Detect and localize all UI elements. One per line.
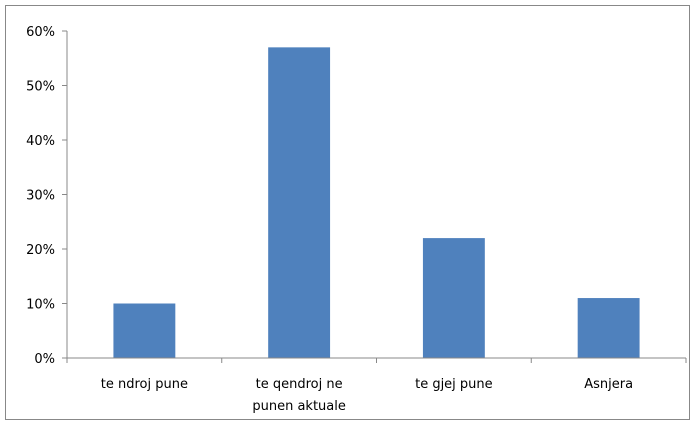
y-tick-label: 40% [26, 134, 55, 149]
y-tick-label: 0% [34, 352, 55, 367]
bar [113, 303, 176, 358]
x-tick-label: te qendroj ne punen aktuale [252, 377, 346, 414]
bar [268, 47, 331, 358]
x-tick-label: te ndroj pune [101, 377, 188, 392]
bar [422, 238, 485, 358]
x-tick-label: te gjej pune [415, 377, 493, 392]
bar [577, 298, 640, 358]
y-tick-label: 10% [26, 298, 55, 313]
y-tick-label: 50% [26, 80, 55, 95]
y-tick-label: 60% [26, 25, 55, 40]
y-tick-label: 30% [26, 189, 55, 204]
y-tick-label: 20% [26, 243, 55, 258]
x-tick-label: Asnjera [584, 377, 633, 392]
